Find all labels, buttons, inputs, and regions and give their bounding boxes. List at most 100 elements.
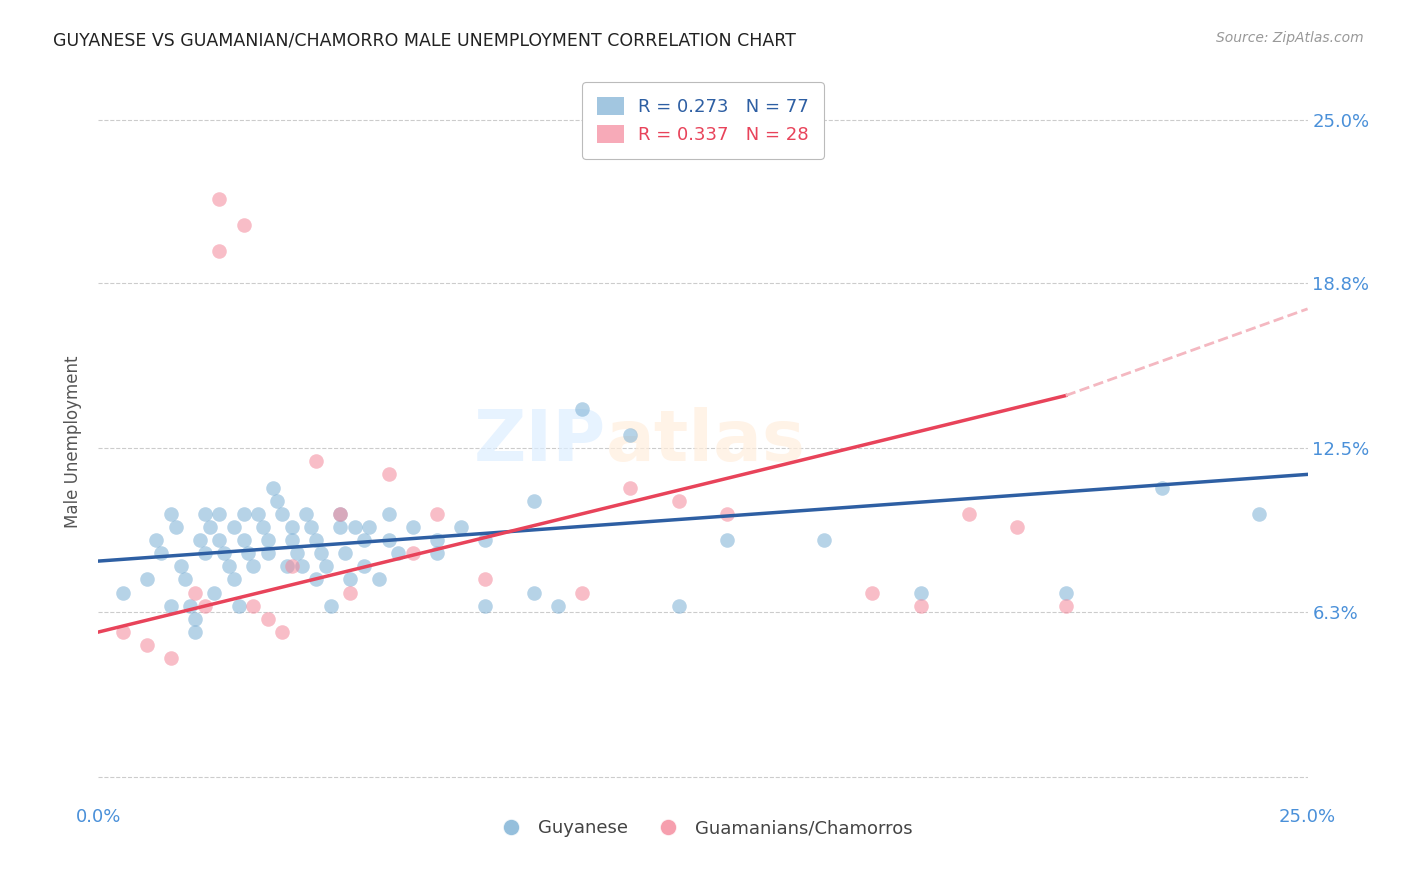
Point	[135, 638, 157, 652]
Point	[474, 533, 496, 547]
Point	[208, 533, 231, 547]
Point	[329, 507, 352, 521]
Point	[474, 599, 496, 613]
Point	[368, 573, 391, 587]
Point	[353, 533, 375, 547]
Point	[208, 507, 231, 521]
Point	[377, 507, 399, 521]
Point	[571, 585, 593, 599]
Point	[305, 533, 328, 547]
Point	[256, 612, 278, 626]
Point	[402, 520, 425, 534]
Point	[1007, 520, 1029, 534]
Point	[377, 533, 399, 547]
Point	[194, 599, 217, 613]
Point	[668, 493, 690, 508]
Point	[256, 546, 278, 560]
Point	[222, 573, 245, 587]
Text: Source: ZipAtlas.com: Source: ZipAtlas.com	[1216, 31, 1364, 45]
Point	[387, 546, 409, 560]
Point	[145, 533, 167, 547]
Point	[160, 507, 183, 521]
Point	[208, 192, 231, 206]
Point	[271, 625, 294, 640]
Point	[329, 520, 352, 534]
Point	[228, 599, 250, 613]
Point	[242, 559, 264, 574]
Point	[339, 573, 361, 587]
Y-axis label: Male Unemployment: Male Unemployment	[65, 355, 83, 528]
Point	[271, 507, 294, 521]
Point	[1054, 585, 1077, 599]
Point	[333, 546, 356, 560]
Point	[295, 507, 318, 521]
Point	[571, 401, 593, 416]
Point	[523, 585, 546, 599]
Point	[198, 520, 221, 534]
Point	[402, 546, 425, 560]
Point	[474, 573, 496, 587]
Point	[222, 520, 245, 534]
Point	[426, 533, 449, 547]
Point	[204, 585, 226, 599]
Point	[450, 520, 472, 534]
Point	[343, 520, 366, 534]
Point	[160, 599, 183, 613]
Point	[290, 559, 312, 574]
Point	[242, 599, 264, 613]
Point	[256, 533, 278, 547]
Point	[184, 612, 207, 626]
Point	[339, 585, 361, 599]
Point	[276, 559, 298, 574]
Point	[716, 533, 738, 547]
Point	[247, 507, 270, 521]
Point	[174, 573, 197, 587]
Point	[111, 625, 134, 640]
Point	[232, 218, 254, 232]
Point	[150, 546, 173, 560]
Point	[208, 244, 231, 258]
Point	[299, 520, 322, 534]
Point	[523, 493, 546, 508]
Point	[1152, 481, 1174, 495]
Point	[281, 559, 304, 574]
Point	[910, 599, 932, 613]
Point	[305, 454, 328, 468]
Point	[910, 585, 932, 599]
Point	[281, 533, 304, 547]
Point	[619, 428, 641, 442]
Point	[619, 481, 641, 495]
Point	[309, 546, 332, 560]
Point	[111, 585, 134, 599]
Point	[218, 559, 240, 574]
Point	[353, 559, 375, 574]
Point	[305, 573, 328, 587]
Point	[232, 533, 254, 547]
Point	[716, 507, 738, 521]
Point	[359, 520, 381, 534]
Point	[262, 481, 284, 495]
Point	[547, 599, 569, 613]
Point	[266, 493, 288, 508]
Point	[232, 507, 254, 521]
Point	[426, 507, 449, 521]
Point	[160, 651, 183, 665]
Point	[329, 507, 352, 521]
Point	[169, 559, 191, 574]
Point	[668, 599, 690, 613]
Point	[179, 599, 201, 613]
Point	[135, 573, 157, 587]
Point	[165, 520, 187, 534]
Point	[377, 467, 399, 482]
Legend: Guyanese, Guamanians/Chamorros: Guyanese, Guamanians/Chamorros	[486, 812, 920, 845]
Point	[319, 599, 342, 613]
Point	[285, 546, 308, 560]
Point	[1249, 507, 1271, 521]
Point	[315, 559, 337, 574]
Point	[184, 625, 207, 640]
Text: ZIP: ZIP	[474, 407, 606, 476]
Point	[188, 533, 211, 547]
Text: GUYANESE VS GUAMANIAN/CHAMORRO MALE UNEMPLOYMENT CORRELATION CHART: GUYANESE VS GUAMANIAN/CHAMORRO MALE UNEM…	[53, 31, 796, 49]
Point	[212, 546, 235, 560]
Point	[1054, 599, 1077, 613]
